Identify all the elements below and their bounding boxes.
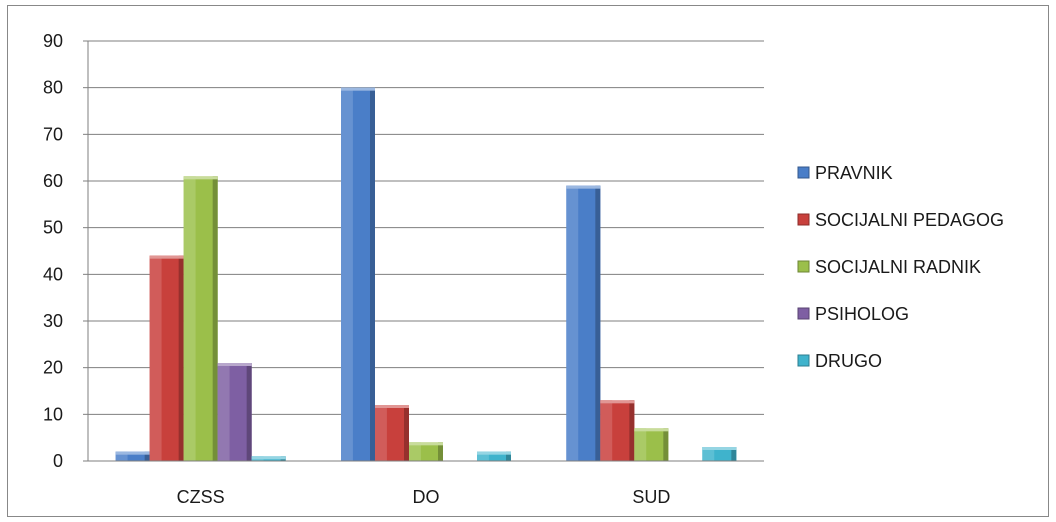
legend-swatch — [797, 260, 810, 273]
legend-swatch — [797, 354, 810, 367]
bar-chart: 0 10 20 30 40 50 60 70 80 90 CZSS DO SUD PRAVNIK SOC… — [43, 31, 1004, 507]
bar — [702, 447, 737, 461]
bar — [183, 176, 218, 462]
x-axis: CZSS DO SUD — [88, 460, 764, 507]
legend: PRAVNIK SOCIJALNI PEDAGOG SOCIJALNI RADNIK… — [797, 163, 1004, 371]
bar — [600, 400, 635, 461]
legend-item: DRUGO — [797, 351, 882, 371]
bar — [634, 428, 669, 461]
legend-label: PSIHOLOG — [815, 304, 909, 324]
x-tick-label: CZSS — [177, 487, 225, 507]
bar — [341, 87, 375, 462]
y-tick-label: 30 — [43, 311, 63, 331]
legend-item: PRAVNIK — [797, 163, 893, 183]
legend-label: SOCIJALNI RADNIK — [815, 257, 981, 277]
bar — [566, 185, 601, 461]
bar — [409, 442, 443, 461]
legend-swatch — [797, 213, 810, 226]
y-tick-label: 70 — [43, 124, 63, 144]
y-tick-label: 40 — [43, 264, 63, 284]
x-tick-label: SUD — [632, 487, 670, 507]
y-tick-label: 10 — [43, 404, 63, 424]
legend-label: PRAVNIK — [815, 163, 893, 183]
legend-swatch — [797, 307, 810, 320]
bar — [149, 255, 184, 461]
bars — [115, 87, 737, 462]
y-tick-label: 90 — [43, 31, 63, 51]
y-axis: 0 10 20 30 40 50 60 70 80 90 — [43, 31, 89, 471]
bar — [217, 363, 252, 461]
y-tick-label: 20 — [43, 358, 63, 378]
legend-item: PSIHOLOG — [797, 304, 909, 324]
legend-item: SOCIJALNI PEDAGOG — [797, 210, 1004, 230]
legend-swatch — [797, 166, 810, 179]
legend-label: SOCIJALNI PEDAGOG — [815, 210, 1004, 230]
bar — [477, 451, 511, 461]
y-tick-label: 0 — [53, 451, 63, 471]
y-tick-label: 60 — [43, 171, 63, 191]
legend-label: DRUGO — [815, 351, 882, 371]
bar — [375, 405, 409, 461]
x-tick-label: DO — [413, 487, 440, 507]
legend-item: SOCIJALNI RADNIK — [797, 257, 981, 277]
y-tick-label: 50 — [43, 218, 63, 238]
chart-frame: 0 10 20 30 40 50 60 70 80 90 CZSS DO SUD PRAVNIK SOC… — [7, 5, 1049, 517]
bar — [251, 456, 286, 461]
y-tick-label: 80 — [43, 78, 63, 98]
bar — [115, 451, 150, 461]
